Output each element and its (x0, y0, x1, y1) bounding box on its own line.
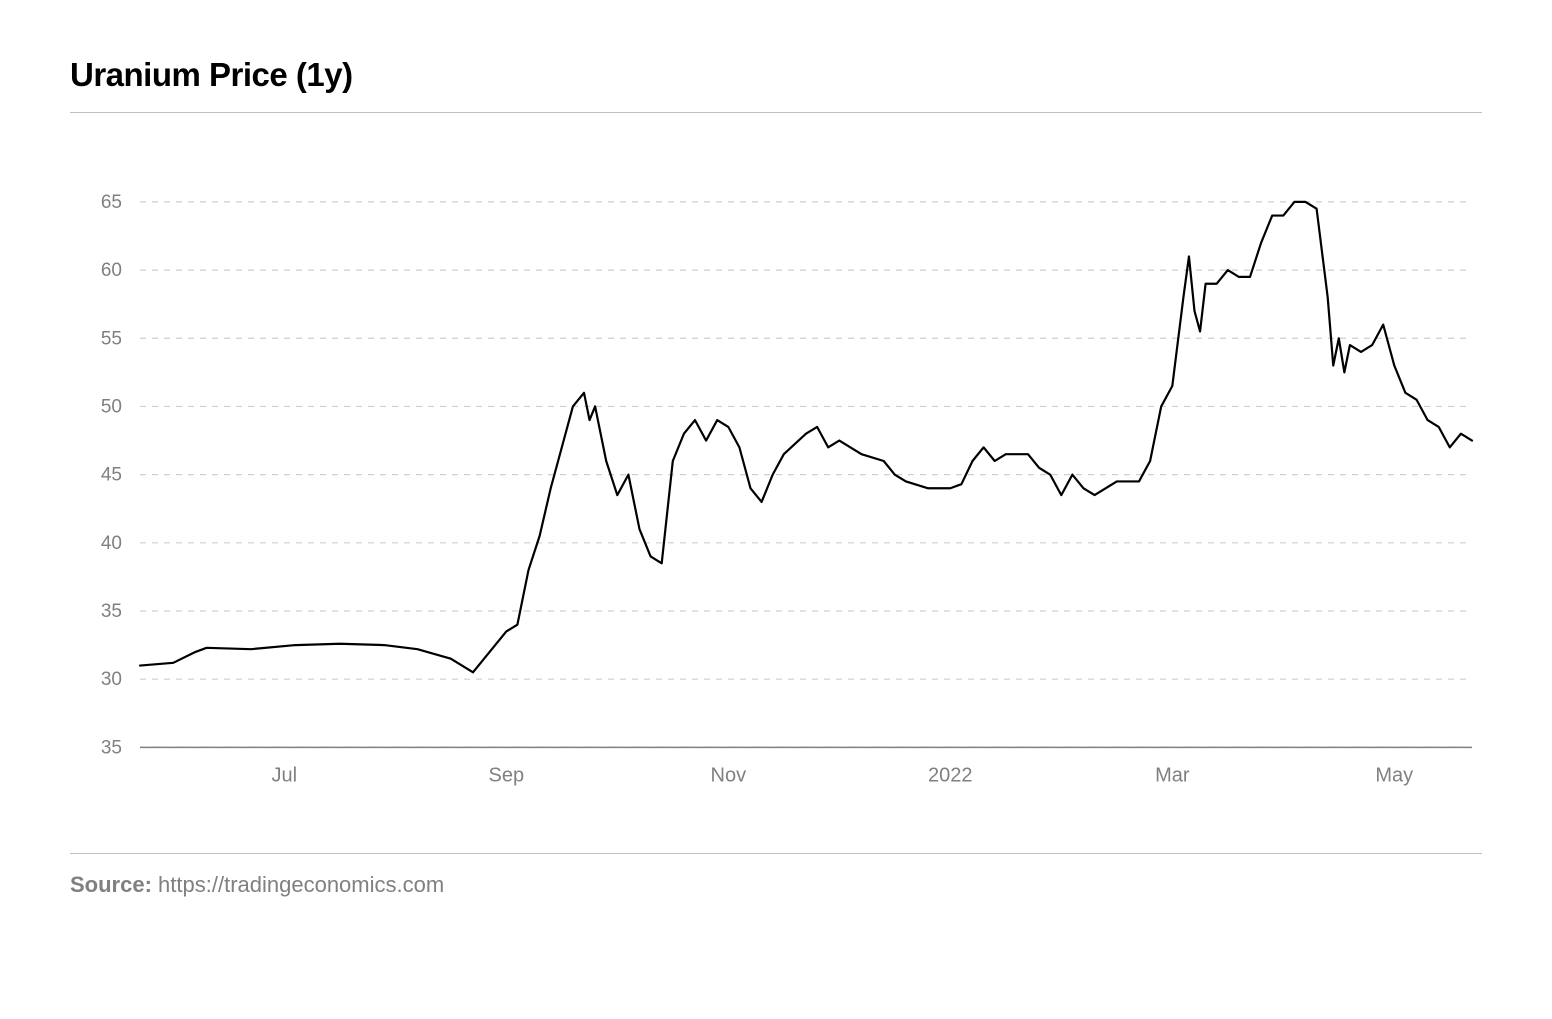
chart-area: 65 60 55 50 45 40 35 30 35 Jul Sep Nov 2022 Mar May (70, 141, 1482, 821)
svg-text:Mar: Mar (1155, 764, 1190, 786)
svg-text:55: 55 (101, 328, 122, 349)
svg-text:50: 50 (101, 396, 122, 417)
svg-text:30: 30 (101, 669, 122, 690)
chart-title: Uranium Price (1y) (70, 56, 1482, 94)
top-rule (70, 112, 1482, 113)
svg-text:Nov: Nov (711, 764, 747, 786)
bottom-rule (70, 853, 1482, 854)
svg-text:2022: 2022 (928, 764, 973, 786)
svg-text:45: 45 (101, 465, 122, 486)
svg-text:60: 60 (101, 260, 122, 281)
price-line-chart: 65 60 55 50 45 40 35 30 35 Jul Sep Nov 2022 Mar May (70, 141, 1482, 821)
svg-text:65: 65 (101, 192, 122, 213)
svg-text:35: 35 (101, 601, 122, 622)
svg-text:Jul: Jul (272, 764, 298, 786)
svg-text:Sep: Sep (489, 764, 525, 786)
svg-text:40: 40 (101, 533, 122, 554)
chart-page: Uranium Price (1y) 65 60 55 50 45 40 35 30 35 Jul… (0, 0, 1552, 1019)
source-text: https://tradingeconomics.com (158, 872, 444, 897)
source-label: Source: (70, 872, 152, 897)
source-line: Source: https://tradingeconomics.com (70, 872, 1482, 898)
svg-text:35: 35 (101, 737, 122, 758)
svg-text:May: May (1375, 764, 1413, 786)
